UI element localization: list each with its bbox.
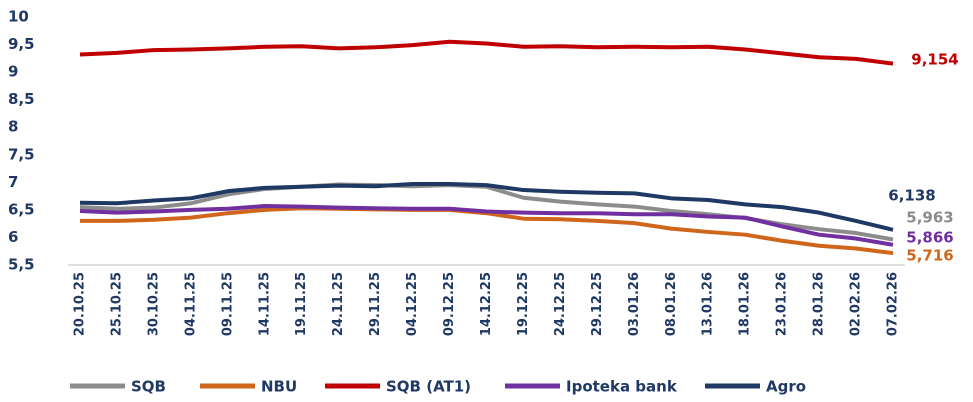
x-tick-label: 14.11.25	[257, 272, 272, 336]
y-tick-label: 6,5	[8, 200, 35, 218]
series-line	[80, 206, 894, 256]
series-line	[79, 204, 894, 247]
x-tick-label: 24.12.25	[553, 272, 568, 336]
legend-label: NBU	[261, 378, 297, 396]
x-tick-label: 03.01.26	[627, 272, 642, 336]
x-tick-label: 23.01.26	[775, 272, 790, 336]
x-tick-label: 04.11.25	[183, 272, 198, 336]
x-tick-label: 29.11.25	[368, 272, 383, 336]
x-tick-label: 19.12.25	[516, 272, 531, 336]
x-tick-label: 25.10.25	[109, 272, 124, 336]
value-label: 5,963	[906, 209, 953, 227]
x-tick-label: 02.02.26	[849, 272, 864, 336]
legend-label: SQB (AT1)	[386, 378, 471, 396]
legend-label: Ipoteka bank	[566, 378, 678, 396]
x-tick-label: 09.12.25	[442, 272, 457, 336]
x-tick-label: 28.01.26	[812, 272, 827, 336]
value-label: 6,138	[888, 187, 935, 205]
x-tick-label: 29.12.25	[590, 272, 605, 336]
x-tick-label: 19.11.25	[294, 272, 309, 336]
x-tick-label: 08.01.26	[664, 272, 679, 336]
value-label: 5,716	[906, 247, 953, 265]
series-line	[79, 181, 894, 232]
y-tick-label: 9,5	[8, 35, 35, 53]
y-tick-label: 10	[8, 8, 29, 26]
legend-label: Agro	[766, 378, 806, 396]
x-tick-label: 04.12.25	[405, 272, 420, 336]
x-tick-label: 18.01.26	[738, 272, 753, 336]
y-tick-label: 5,5	[8, 256, 35, 274]
x-tick-label: 09.11.25	[220, 272, 235, 336]
x-tick-label: 07.02.26	[886, 272, 901, 336]
x-tick-label: 20.10.25	[73, 272, 88, 336]
y-tick-label: 8,5	[8, 90, 35, 108]
y-tick-label: 7	[8, 173, 18, 191]
y-tick-label: 6	[8, 228, 18, 246]
y-tick-label: 8	[8, 118, 18, 136]
x-tick-label: 13.01.26	[701, 272, 716, 336]
x-tick-label: 14.12.25	[479, 272, 494, 336]
series-line	[79, 39, 894, 66]
y-tick-label: 7,5	[8, 145, 35, 163]
value-label: 9,154	[911, 51, 958, 69]
x-tick-label: 24.11.25	[331, 272, 346, 336]
x-tick-label: 30.10.25	[146, 272, 161, 336]
value-label: 5,866	[906, 229, 953, 247]
y-tick-label: 9	[8, 63, 18, 81]
legend-label: SQB	[131, 378, 166, 396]
